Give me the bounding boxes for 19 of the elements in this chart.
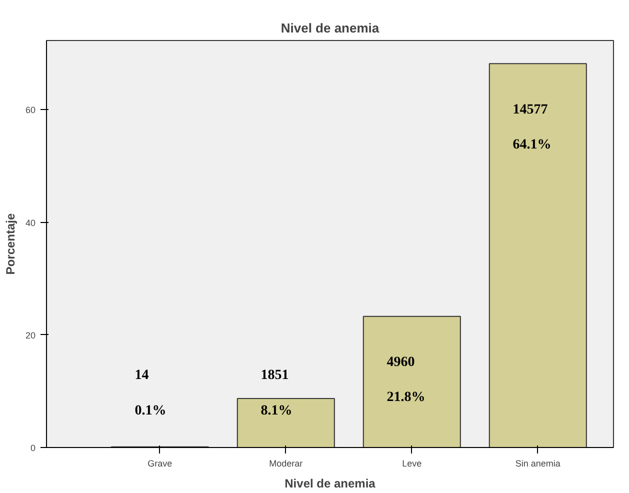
annotation: 1851 <box>260 368 289 384</box>
annotation: 14 <box>134 368 149 384</box>
annotation: 21.8% <box>386 390 426 406</box>
annotation: 14577 <box>512 102 548 118</box>
y-tick-label: 20 <box>25 330 36 340</box>
chart-title: Nivel de anemia <box>280 20 380 36</box>
y-tick-label: 60 <box>25 105 36 116</box>
annotation: 4960 <box>386 355 415 370</box>
annotation: 8.1% <box>260 403 292 418</box>
annotation: 0.1% <box>134 403 166 418</box>
y-tick-label: 40 <box>25 218 36 228</box>
annotation: 64.1% <box>512 137 552 152</box>
x-tick-label: Leve <box>402 458 422 468</box>
x-tick-label: Sin anemia <box>515 458 560 468</box>
y-axis-title: Porcentaje <box>3 212 18 275</box>
y-tick-label: 0 <box>30 443 36 453</box>
x-tick-label: Grave <box>148 458 172 468</box>
x-tick-label: Moderar <box>269 458 303 468</box>
x-axis-title: Nivel de anemia <box>284 476 376 490</box>
